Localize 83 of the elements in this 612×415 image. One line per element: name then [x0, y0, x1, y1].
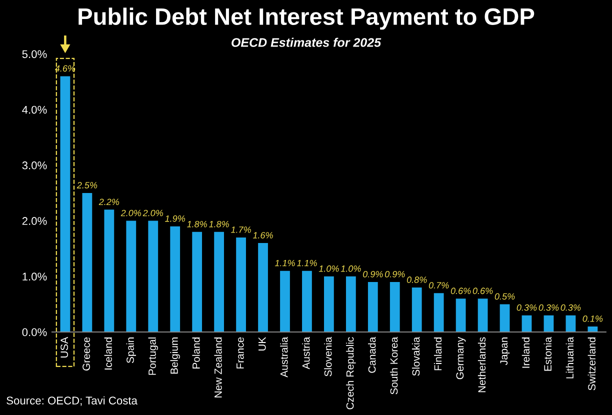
bar	[566, 315, 576, 332]
x-tick-label: France	[236, 337, 244, 368]
x-tick-label: Portugal	[148, 338, 158, 375]
x-tick-label: Slovakia	[412, 336, 420, 376]
x-tick-label: Australia	[280, 336, 288, 378]
x-tick-label: Greece	[82, 337, 90, 370]
bar	[126, 220, 136, 332]
y-tick-label: 5.0%	[22, 50, 47, 58]
chart-subtitle: OECD Estimates for 2025	[232, 38, 382, 47]
x-tick-label: Poland	[192, 338, 200, 368]
bar	[60, 76, 70, 332]
data-label: 0.1%	[582, 315, 603, 322]
x-tick-label: Lithuania	[566, 336, 574, 378]
x-tick-label: UK	[258, 336, 266, 351]
y-tick-label: 0.0%	[22, 328, 47, 336]
x-tick-label: Netherlands	[478, 337, 486, 392]
bar	[148, 220, 158, 332]
source-note: Source: OECD; Tavi Costa	[6, 396, 138, 406]
data-label: 0.6%	[472, 288, 493, 294]
bar	[390, 282, 400, 332]
y-tick-label: 4.0%	[22, 106, 47, 114]
x-tick-label: Ireland	[522, 338, 530, 368]
bar	[302, 270, 312, 332]
x-tick-label: Iceland	[104, 338, 112, 370]
x-tick-label: Japan	[500, 338, 510, 366]
bar	[258, 243, 268, 332]
bar	[324, 276, 334, 332]
bar	[478, 298, 488, 332]
data-label: 1.8%	[209, 220, 229, 228]
data-label: 2.0%	[120, 210, 142, 216]
bar	[500, 304, 510, 332]
x-tick-label: Czech Republic	[346, 337, 356, 410]
data-label: 0.6%	[450, 288, 471, 294]
chart-title: Public Debt Net Interest Payment to GDP	[78, 8, 534, 30]
data-label: 2.2%	[98, 198, 120, 206]
bar	[522, 315, 532, 332]
x-tick-label: Germany	[456, 336, 466, 380]
bar	[544, 315, 554, 332]
bar	[588, 326, 598, 332]
data-label: 0.3%	[560, 304, 581, 311]
data-label: 0.7%	[428, 282, 449, 289]
data-label: 1.9%	[165, 215, 185, 222]
data-label: 1.1%	[296, 260, 317, 266]
data-label: 1.8%	[187, 220, 207, 228]
x-tick-label: Slovenia	[324, 336, 332, 376]
x-tick-label: Austria	[302, 336, 310, 370]
data-label: 0.5%	[494, 293, 515, 300]
data-label: 1.1%	[274, 260, 295, 266]
x-tick-label: Estonia	[544, 336, 552, 371]
x-tick-label: USA	[60, 336, 68, 358]
data-label: 1.0%	[340, 265, 361, 272]
y-tick-label: 3.0%	[22, 161, 47, 170]
data-label: 1.7%	[230, 226, 251, 233]
bar	[368, 282, 378, 332]
bar	[170, 226, 180, 332]
y-tick-label: 2.0%	[22, 217, 47, 225]
data-label: 0.8%	[406, 276, 427, 283]
data-label: 0.9%	[363, 270, 383, 278]
x-tick-label: South Korea	[390, 336, 398, 394]
bar	[192, 232, 202, 332]
data-label: 2.0%	[142, 210, 164, 216]
bar	[346, 276, 356, 332]
data-label: 1.0%	[318, 265, 339, 272]
x-tick-label: Canada	[368, 336, 376, 373]
x-tick-label: Switzerland	[588, 338, 596, 390]
x-tick-label: New Zealand	[214, 338, 222, 398]
bar	[456, 298, 466, 332]
bar	[214, 232, 224, 332]
y-tick-label: 1.0%	[22, 272, 47, 281]
data-label: 1.6%	[252, 232, 273, 238]
data-label: 0.3%	[516, 304, 537, 311]
x-tick-label: Belgium	[170, 338, 180, 374]
x-tick-label: Finland	[434, 338, 442, 370]
data-label: 0.3%	[538, 304, 559, 311]
bar	[412, 288, 422, 332]
data-label: 0.9%	[384, 270, 405, 278]
bar	[82, 192, 92, 332]
bar	[280, 270, 290, 332]
bar	[104, 210, 114, 332]
x-tick-label: Spain	[126, 338, 136, 364]
bar	[236, 237, 246, 332]
bar	[434, 293, 444, 332]
data-label: 2.5%	[76, 182, 98, 188]
